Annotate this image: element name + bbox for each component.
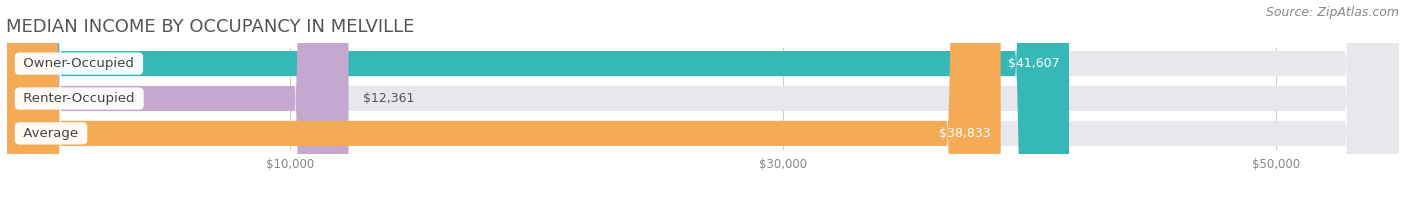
Text: Average: Average <box>20 127 83 140</box>
FancyBboxPatch shape <box>7 0 1399 197</box>
Text: Owner-Occupied: Owner-Occupied <box>20 57 138 70</box>
Text: Renter-Occupied: Renter-Occupied <box>20 92 139 105</box>
Text: Source: ZipAtlas.com: Source: ZipAtlas.com <box>1265 6 1399 19</box>
FancyBboxPatch shape <box>7 0 1399 197</box>
FancyBboxPatch shape <box>7 0 1001 197</box>
FancyBboxPatch shape <box>7 0 1399 197</box>
FancyBboxPatch shape <box>7 0 349 197</box>
Text: $12,361: $12,361 <box>363 92 415 105</box>
Text: $41,607: $41,607 <box>1008 57 1059 70</box>
Text: $38,833: $38,833 <box>939 127 991 140</box>
FancyBboxPatch shape <box>7 0 1069 197</box>
Text: MEDIAN INCOME BY OCCUPANCY IN MELVILLE: MEDIAN INCOME BY OCCUPANCY IN MELVILLE <box>6 18 413 36</box>
